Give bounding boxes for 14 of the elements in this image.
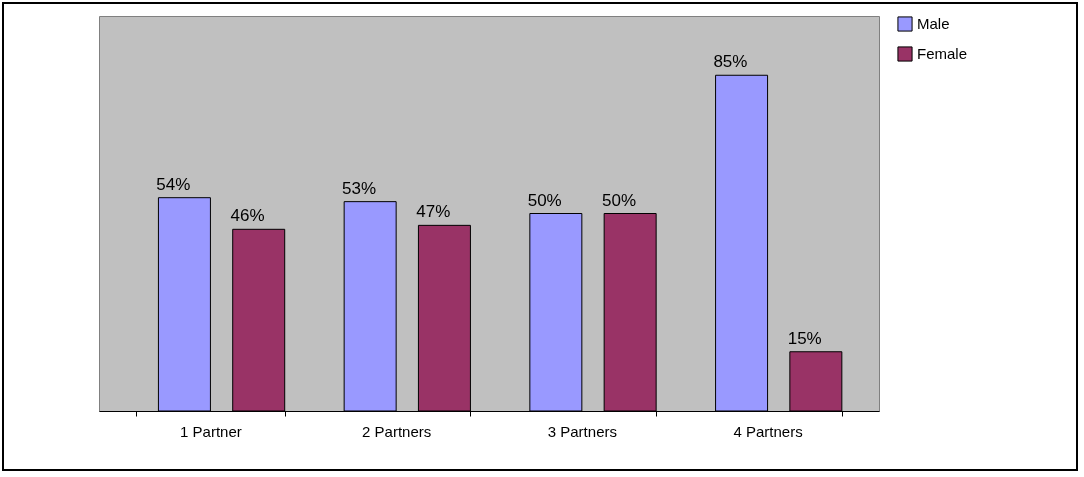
data-label: 47% xyxy=(416,202,451,222)
x-tick-label: 2 Partners xyxy=(362,422,432,440)
data-label: 50% xyxy=(601,190,637,210)
data-label: 50% xyxy=(527,190,562,210)
x-tick-label: 4 Partners xyxy=(733,422,803,440)
data-label: 85% xyxy=(713,52,748,72)
data-label: 54% xyxy=(156,174,191,194)
x-tick-label: 1 Partner xyxy=(180,422,242,440)
data-label: 46% xyxy=(230,206,265,226)
x-tick-label: 3 Partners xyxy=(547,422,617,440)
data-label: 15% xyxy=(787,328,822,348)
legend-label: Male xyxy=(917,15,950,32)
data-label: 53% xyxy=(341,178,377,198)
legend-label: Female xyxy=(917,45,968,62)
